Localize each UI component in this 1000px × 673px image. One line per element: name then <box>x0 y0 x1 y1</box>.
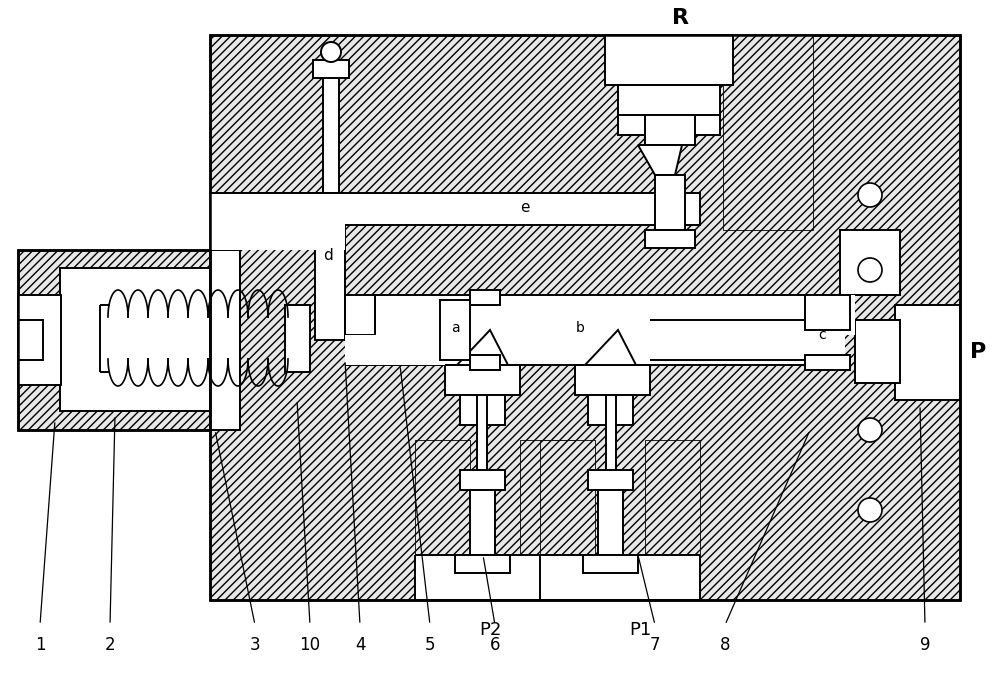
Bar <box>230 193 700 225</box>
Bar <box>345 295 845 365</box>
Circle shape <box>858 183 882 207</box>
Bar <box>645 440 700 600</box>
Bar <box>345 335 445 365</box>
Text: 6: 6 <box>490 636 500 654</box>
Bar <box>470 490 495 555</box>
Bar <box>18 295 61 385</box>
Text: d: d <box>323 248 333 262</box>
Bar <box>583 555 638 573</box>
Polygon shape <box>638 145 682 175</box>
Bar <box>655 175 685 230</box>
Text: 9: 9 <box>920 636 930 654</box>
Polygon shape <box>585 330 636 365</box>
Bar <box>840 230 900 295</box>
Circle shape <box>858 418 882 442</box>
Circle shape <box>858 258 882 282</box>
Bar <box>210 193 345 250</box>
Bar <box>540 555 700 600</box>
Bar <box>455 555 510 573</box>
Text: 10: 10 <box>299 636 321 654</box>
Bar <box>723 35 813 230</box>
Bar <box>605 35 733 85</box>
Bar <box>588 395 633 425</box>
Bar <box>315 225 345 340</box>
Bar <box>460 470 505 490</box>
Text: 8: 8 <box>720 636 730 654</box>
Bar <box>477 395 487 470</box>
Bar <box>855 320 900 383</box>
Text: R: R <box>672 8 688 28</box>
Bar <box>415 440 470 600</box>
Bar <box>210 35 960 600</box>
Circle shape <box>321 42 341 62</box>
Polygon shape <box>457 330 508 365</box>
Bar <box>323 60 339 193</box>
Text: 4: 4 <box>355 636 365 654</box>
Text: 5: 5 <box>425 636 435 654</box>
Bar <box>575 365 650 395</box>
Bar <box>470 290 500 305</box>
Bar <box>606 395 616 470</box>
Bar <box>650 320 845 360</box>
Text: a: a <box>451 321 459 335</box>
Text: e: e <box>520 201 530 215</box>
Text: P: P <box>970 342 986 362</box>
Bar <box>470 355 500 370</box>
Bar <box>460 395 505 425</box>
Bar <box>895 305 960 400</box>
Bar <box>18 320 43 360</box>
Text: 3: 3 <box>250 636 260 654</box>
Bar <box>345 295 375 335</box>
Text: 1: 1 <box>35 636 45 654</box>
Text: P2: P2 <box>479 621 501 639</box>
Text: 7: 7 <box>650 636 660 654</box>
Circle shape <box>858 498 882 522</box>
Text: c: c <box>818 328 826 342</box>
Bar <box>60 268 225 411</box>
Bar <box>540 440 595 600</box>
Bar <box>645 115 695 145</box>
Bar <box>285 305 310 372</box>
Bar <box>805 355 850 370</box>
Bar <box>520 440 575 600</box>
Bar <box>618 35 720 135</box>
Bar <box>313 60 349 78</box>
Bar <box>210 35 960 600</box>
Bar <box>598 490 623 555</box>
Bar <box>588 470 633 490</box>
Bar <box>440 300 470 360</box>
Bar <box>445 365 520 395</box>
Text: P1: P1 <box>629 621 651 639</box>
Bar <box>618 85 720 115</box>
Bar <box>645 230 695 248</box>
Bar <box>210 250 240 430</box>
Bar <box>18 250 210 430</box>
Text: 2: 2 <box>105 636 115 654</box>
Bar <box>415 555 575 600</box>
Bar <box>840 295 855 335</box>
Bar <box>805 295 850 330</box>
Text: b: b <box>576 321 584 335</box>
Bar <box>18 250 210 430</box>
